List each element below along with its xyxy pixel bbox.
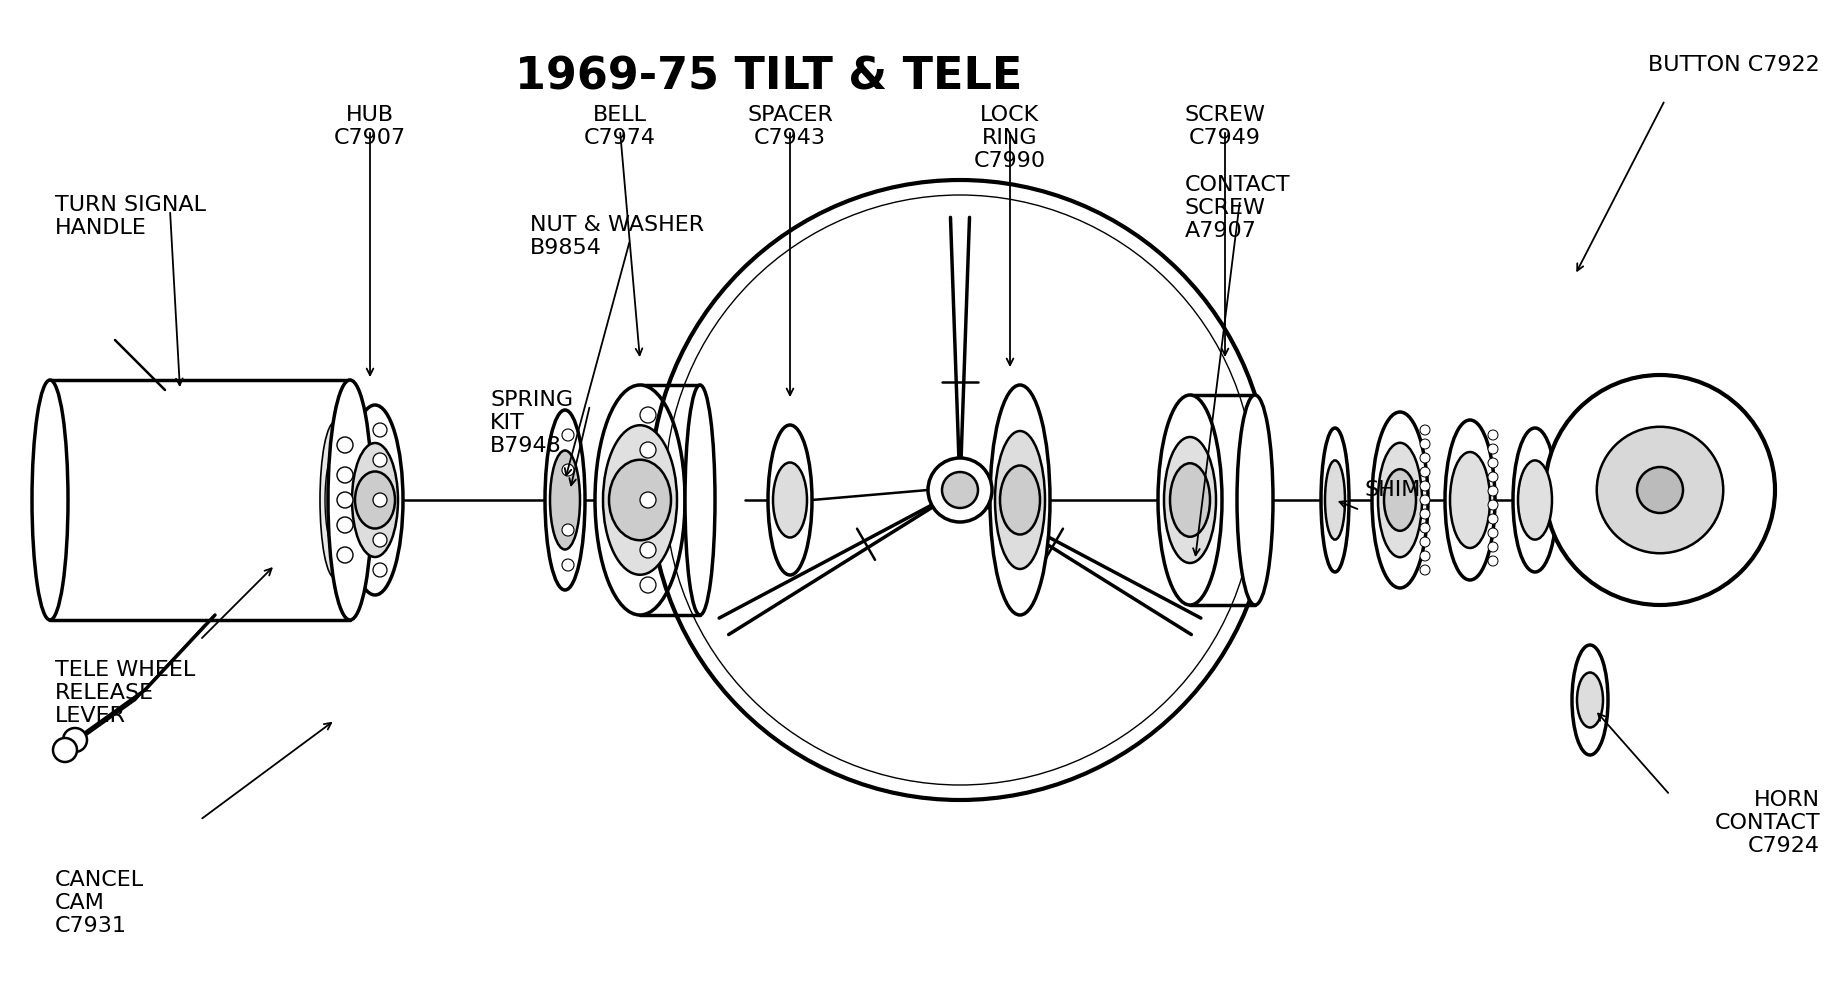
Circle shape (1420, 481, 1429, 491)
Text: SHIM: SHIM (1365, 480, 1422, 500)
Text: BELL
C7974: BELL C7974 (584, 105, 655, 148)
Ellipse shape (328, 380, 371, 620)
Ellipse shape (355, 472, 395, 528)
Circle shape (640, 577, 655, 593)
Circle shape (373, 493, 386, 507)
Text: CONTACT
SCREW
A7907: CONTACT SCREW A7907 (1186, 175, 1290, 242)
Circle shape (1488, 500, 1499, 510)
Ellipse shape (609, 460, 672, 540)
Ellipse shape (684, 385, 716, 615)
Ellipse shape (348, 405, 403, 595)
Circle shape (1638, 467, 1684, 513)
Circle shape (373, 563, 386, 577)
Ellipse shape (326, 452, 346, 548)
Circle shape (1420, 439, 1429, 449)
Circle shape (337, 492, 353, 508)
Circle shape (640, 542, 655, 558)
Circle shape (1420, 425, 1429, 435)
Circle shape (62, 728, 88, 752)
Ellipse shape (999, 466, 1039, 534)
Ellipse shape (1372, 412, 1427, 588)
Ellipse shape (1572, 645, 1609, 755)
Circle shape (562, 429, 575, 441)
Ellipse shape (996, 431, 1045, 569)
Circle shape (1488, 472, 1499, 482)
Ellipse shape (1378, 443, 1422, 557)
Circle shape (562, 559, 575, 571)
Text: HUB
C7907: HUB C7907 (333, 105, 406, 148)
Circle shape (53, 738, 77, 762)
Text: CANCEL
CAM
C7931: CANCEL CAM C7931 (55, 870, 145, 936)
Circle shape (337, 437, 353, 453)
Circle shape (1598, 427, 1724, 553)
Ellipse shape (772, 463, 807, 537)
Circle shape (1420, 565, 1429, 575)
Circle shape (1488, 444, 1499, 454)
Ellipse shape (595, 385, 684, 615)
Ellipse shape (1446, 420, 1495, 580)
Circle shape (1488, 458, 1499, 468)
Circle shape (1488, 556, 1499, 566)
Circle shape (1488, 542, 1499, 552)
Circle shape (373, 453, 386, 467)
Ellipse shape (1577, 672, 1603, 727)
Text: NUT & WASHER
B9854: NUT & WASHER B9854 (531, 215, 705, 258)
Text: LOCK
RING
C7990: LOCK RING C7990 (974, 105, 1047, 172)
Text: TURN SIGNAL
HANDLE: TURN SIGNAL HANDLE (55, 195, 207, 238)
Ellipse shape (1383, 470, 1416, 530)
Circle shape (1420, 495, 1429, 505)
Ellipse shape (604, 426, 677, 574)
Ellipse shape (1519, 461, 1552, 539)
Circle shape (942, 472, 977, 508)
Ellipse shape (1449, 452, 1490, 548)
Ellipse shape (1513, 428, 1557, 572)
Ellipse shape (1169, 464, 1210, 536)
Circle shape (928, 458, 992, 522)
Circle shape (640, 407, 655, 423)
Text: SCREW
C7949: SCREW C7949 (1184, 105, 1266, 148)
Circle shape (337, 467, 353, 483)
Circle shape (1420, 537, 1429, 547)
Circle shape (373, 423, 386, 437)
Circle shape (562, 524, 575, 536)
Circle shape (1488, 514, 1499, 524)
Ellipse shape (545, 410, 586, 590)
Circle shape (337, 547, 353, 563)
Ellipse shape (1237, 395, 1274, 605)
Circle shape (373, 533, 386, 547)
Circle shape (1488, 430, 1499, 440)
Ellipse shape (320, 422, 350, 578)
Circle shape (1420, 523, 1429, 533)
Circle shape (1420, 551, 1429, 561)
Text: HORN
CONTACT
C7924: HORN CONTACT C7924 (1715, 790, 1821, 856)
Ellipse shape (769, 425, 813, 575)
Circle shape (337, 517, 353, 533)
Circle shape (640, 492, 655, 508)
Ellipse shape (31, 380, 68, 620)
Text: TELE WHEEL
RELEASE
LEVER: TELE WHEEL RELEASE LEVER (55, 660, 196, 726)
Ellipse shape (1158, 395, 1222, 605)
Ellipse shape (551, 451, 580, 549)
Text: BUTTON C7922: BUTTON C7922 (1649, 55, 1821, 75)
Ellipse shape (1325, 461, 1345, 539)
Text: SPRING
KIT
B7948: SPRING KIT B7948 (490, 390, 573, 457)
Ellipse shape (1321, 428, 1349, 572)
Circle shape (1488, 528, 1499, 538)
Circle shape (1545, 375, 1775, 605)
Text: 1969-75 TILT & TELE: 1969-75 TILT & TELE (514, 55, 1023, 98)
Ellipse shape (1164, 437, 1215, 563)
Ellipse shape (351, 443, 397, 557)
Circle shape (1420, 453, 1429, 463)
Ellipse shape (990, 385, 1050, 615)
Circle shape (562, 464, 575, 476)
Circle shape (1420, 509, 1429, 519)
Circle shape (640, 442, 655, 458)
Text: SPACER
C7943: SPACER C7943 (747, 105, 833, 148)
Circle shape (1420, 467, 1429, 477)
Circle shape (1488, 486, 1499, 496)
